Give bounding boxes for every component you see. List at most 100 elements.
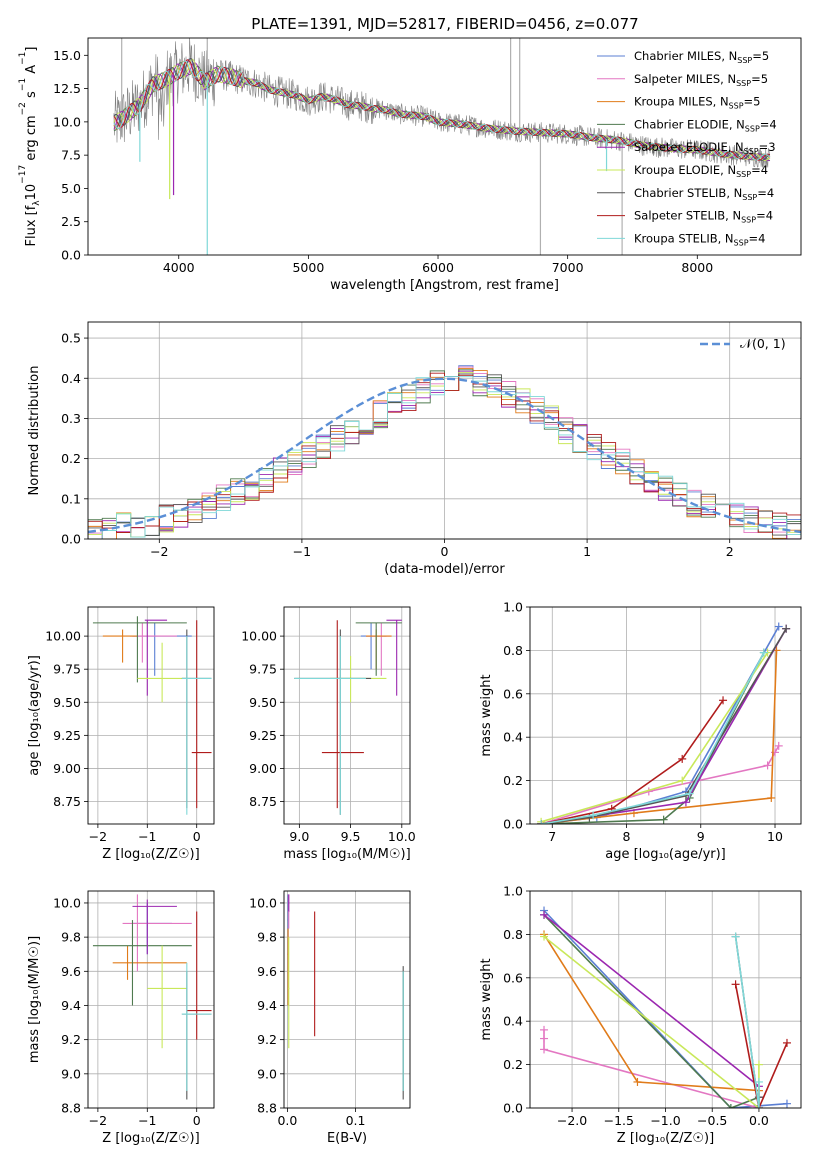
axes-frame (529, 890, 802, 1109)
tick-label-y: 9.2 (61, 1032, 81, 1047)
legend-label: Salpeter STELIB, NSSP=4 (634, 209, 773, 225)
model-spectrum-8 (113, 60, 771, 161)
tick-label-y: 9.00 (249, 761, 277, 776)
plot-content-age-vs-Z (92, 616, 212, 815)
tick-label-y: 0.0 (61, 532, 81, 547)
y-axis-label: Flux [fλ10−17 erg cm−2 s−1 A−1] (18, 47, 42, 247)
tick-label-x: 0.1 (346, 1113, 366, 1128)
tick-label-y: 9.0 (257, 1066, 277, 1081)
legend-count: =4 (756, 209, 773, 223)
tick-label-x: −0.5 (697, 1113, 727, 1128)
histogram-7 (88, 372, 801, 539)
tick-label-x: 8000 (681, 260, 713, 275)
tick-label-y: 10.0 (53, 114, 81, 129)
axes-frame (87, 321, 802, 540)
legend-label: Chabrier ELODIE, NSSP=4 (634, 117, 777, 133)
legend-sub: SSP (741, 216, 756, 225)
tick-label-y: 7.5 (61, 148, 81, 163)
tick-label-y: 10.0 (53, 895, 81, 910)
legend-count: =5 (752, 49, 769, 63)
axes-frame (87, 890, 215, 1109)
y-label-part: s (24, 91, 39, 102)
y-label-part: erg cm (24, 115, 39, 164)
legend-name: Salpeter STELIB, N (634, 209, 741, 223)
y-label-part: −1 (18, 52, 28, 65)
y-label-part: λ (32, 200, 42, 206)
legend-label: Kroupa ELODIE, NSSP=4 (634, 163, 768, 179)
tick-label-x: −2 (89, 1113, 107, 1128)
tick-label-x: −2 (150, 544, 168, 559)
legend-sub: SSP (742, 193, 757, 202)
legend-count: =4 (757, 186, 774, 200)
legend-label: Kroupa MILES, NSSP=5 (634, 95, 760, 111)
tick-label-y: 0.3 (61, 411, 81, 426)
y-label-part: 10 (24, 184, 39, 201)
tick-label-y: 9.75 (249, 662, 277, 677)
legend-sub: SSP (729, 102, 744, 111)
tick-label-x: −2.0 (557, 1113, 587, 1128)
legend-sub: SSP (744, 147, 759, 156)
tick-label-y: 15.0 (53, 48, 81, 63)
plot-content-age-vs-mass (294, 619, 402, 815)
tick-label-y: 0.0 (503, 1101, 523, 1116)
tick-label-y: 0.4 (61, 371, 81, 386)
tick-label-x: 9.0 (289, 829, 309, 844)
tick-label-x: −1.5 (604, 1113, 634, 1128)
tick-label-y: 9.4 (257, 998, 277, 1013)
axes-frame (87, 37, 802, 256)
x-axis-label: mass [log₁₀(M/M☉)] (283, 847, 410, 862)
weight-line-8 (540, 652, 765, 824)
legend-name: Chabrier ELODIE, N (634, 117, 745, 131)
tick-label-y: 9.0 (61, 1066, 81, 1081)
tick-label-y: 9.8 (257, 930, 277, 945)
tick-label-y: 9.2 (257, 1032, 277, 1047)
tick-label-y: 1.0 (503, 884, 523, 899)
observed-spectrum (113, 38, 771, 168)
legend-label: Chabrier MILES, NSSP=5 (634, 49, 769, 65)
tick-label-y: 9.00 (53, 761, 81, 776)
tick-label-y: 8.8 (257, 1101, 277, 1116)
tick-label-y: 0.6 (503, 686, 523, 701)
legend-name: Kroupa MILES, N (634, 95, 729, 109)
x-axis-label: Z [log₁₀(Z/Z☉)] (617, 1131, 714, 1146)
tick-label-y: 8.8 (61, 1101, 81, 1116)
tick-label-y: 0.2 (503, 1057, 523, 1072)
axes-frame (283, 890, 411, 1109)
tick-label-y: 9.6 (61, 964, 81, 979)
weight-line-7 (540, 699, 724, 824)
axes-mass-vs-EBV: 0.0 0.1 8.8 9.0 9.2 9.4 9.6 9.8 10.0 E(B-V) (249, 890, 411, 1146)
legend-label: Chabrier STELIB, NSSP=4 (634, 186, 774, 202)
weight-line-0 (543, 909, 788, 1108)
x-axis-label: wavelength [Angstrom, rest frame] (330, 278, 559, 293)
tick-label-x: −1 (138, 829, 156, 844)
legend-name: Kroupa ELODIE, N (634, 163, 736, 177)
plot-content-mass-vs-Z (92, 894, 212, 1100)
tick-label-x: 0 (193, 1113, 201, 1128)
axes-massweight-vs-Z: −2.0 −1.5 −1.0 −0.5 0.0 0.0 0.2 0.4 0.6 0.8 1.0 Z [… (479, 884, 802, 1146)
x-axis-label: E(B-V) (327, 1131, 367, 1146)
tick-label-y: 0.6 (503, 970, 523, 985)
tick-label-x: 2 (726, 544, 734, 559)
tick-label-y: 9.50 (53, 695, 81, 710)
tick-label-y: 1.0 (503, 600, 523, 615)
tick-label-x: 5000 (292, 260, 324, 275)
tick-label-x: 6000 (422, 260, 454, 275)
tick-label-x: 0.0 (749, 1113, 769, 1128)
y-axis-label: mass weight (479, 674, 494, 756)
weight-line-7 (734, 984, 788, 1108)
tick-label-y: 10.0 (249, 895, 277, 910)
y-label-part: −1 (18, 78, 28, 91)
x-axis-label: Z [log₁₀(Z/Z☉)] (102, 847, 199, 862)
histogram-3 (88, 369, 801, 539)
tick-label-x: −1 (138, 1113, 156, 1128)
axes-frame (283, 606, 411, 825)
tick-label-x: −1.0 (650, 1113, 680, 1128)
legend-name: Chabrier MILES, N (634, 49, 737, 63)
tick-label-y: 9.6 (257, 964, 277, 979)
x-axis-label: Z [log₁₀(Z/Z☉)] (102, 1131, 199, 1146)
tick-label-y: 0.4 (503, 730, 523, 745)
tick-label-y: 10.00 (241, 629, 277, 644)
plot-content-residuals (88, 365, 801, 539)
tick-label-x: 8 (623, 829, 631, 844)
